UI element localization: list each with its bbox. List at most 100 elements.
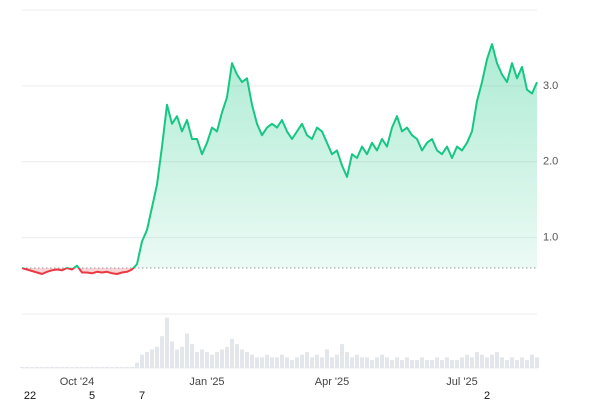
- volume-bar: [520, 357, 524, 368]
- volume-bar: [200, 349, 204, 368]
- volume-bar: [210, 354, 214, 368]
- y-tick-label: 2.0: [543, 156, 558, 168]
- volume-bar: [35, 366, 39, 368]
- volume-bar: [125, 366, 129, 368]
- area-up: [74, 44, 537, 268]
- volume-bar: [190, 344, 194, 368]
- volume-bar: [430, 360, 434, 368]
- volume-bar: [395, 357, 399, 368]
- volume-bar: [185, 333, 189, 368]
- volume-bar: [195, 352, 199, 368]
- volume-bar: [140, 354, 144, 368]
- volume-bar: [225, 346, 229, 368]
- price-line-up: [22, 43, 538, 268]
- volume-bar: [530, 354, 534, 368]
- volume-bar: [310, 357, 314, 368]
- volume-bar: [475, 352, 479, 368]
- volume-bar: [150, 349, 154, 368]
- volume-bar: [385, 357, 389, 368]
- volume-bar: [365, 357, 369, 368]
- volume-bar: [375, 357, 379, 368]
- volume-bar: [515, 360, 519, 368]
- volume-bar: [415, 360, 419, 368]
- volume-bar: [90, 366, 94, 368]
- x-date-label: 5: [89, 390, 95, 401]
- volume-bar: [65, 366, 69, 368]
- volume-bar: [275, 357, 279, 368]
- volume-bar: [315, 354, 319, 368]
- volume-bar: [270, 357, 274, 368]
- price-line-down: [21, 267, 135, 275]
- x-tick-label: Oct '24: [60, 376, 95, 388]
- volume-bar: [165, 317, 169, 368]
- volume-bar: [420, 357, 424, 368]
- volume-bar: [335, 354, 339, 368]
- volume-bar: [60, 366, 64, 368]
- volume-bar: [30, 366, 34, 368]
- x-tick-label: Jan '25: [189, 376, 224, 388]
- volume-bar: [80, 366, 84, 368]
- volume-bar: [380, 354, 384, 368]
- volume-bar: [100, 366, 104, 368]
- x-tick-label: Jul '25: [446, 376, 477, 388]
- volume-bar: [505, 360, 509, 368]
- volume-bar: [300, 354, 304, 368]
- volume-bar: [465, 354, 469, 368]
- volume-bar: [215, 352, 219, 368]
- volume-bar: [350, 357, 354, 368]
- volume-bar: [135, 362, 139, 368]
- y-tick-label: 3.0: [543, 80, 558, 92]
- volume-bar: [110, 366, 114, 368]
- volume-bar: [370, 360, 374, 368]
- volume-bar: [180, 346, 184, 368]
- volume-bar: [500, 357, 504, 368]
- y-tick-label: 1.0: [543, 232, 558, 244]
- volume-bar: [240, 349, 244, 368]
- volume-bar: [305, 352, 309, 368]
- volume-bar: [265, 354, 269, 368]
- volume-bar: [480, 354, 484, 368]
- volume-bar: [105, 366, 109, 368]
- volume-bar: [75, 366, 79, 368]
- volume-bar: [205, 352, 209, 368]
- x-tick-label: Apr '25: [315, 376, 350, 388]
- volume-bar: [70, 366, 74, 368]
- volume-bar: [455, 360, 459, 368]
- volume-bar: [145, 352, 149, 368]
- volume-bar: [45, 366, 49, 368]
- volume-bar: [175, 349, 179, 368]
- volume-bar: [95, 366, 99, 368]
- volume-bar: [330, 357, 334, 368]
- volume-bar: [170, 341, 174, 368]
- x-date-label: 7: [139, 390, 145, 401]
- volume-bar: [390, 360, 394, 368]
- volume-bar: [410, 360, 414, 368]
- volume-bar: [220, 349, 224, 368]
- volume-bar: [495, 352, 499, 368]
- volume-bar: [255, 357, 259, 368]
- x-date-label: 2: [484, 390, 490, 401]
- volume-bar: [120, 366, 124, 368]
- volume-bar: [400, 360, 404, 368]
- volume-bar: [115, 366, 119, 368]
- volume-bar: [25, 366, 29, 368]
- volume-bar: [360, 357, 364, 368]
- volume-bar: [280, 354, 284, 368]
- volume-bar: [245, 352, 249, 368]
- volume-bar: [250, 354, 254, 368]
- volume-bar: [525, 360, 529, 368]
- volume-bar: [425, 360, 429, 368]
- x-date-label: 22: [24, 390, 36, 401]
- volume-bar: [130, 366, 134, 368]
- volume-bar: [355, 354, 359, 368]
- volume-bar: [535, 357, 539, 368]
- volume-bar: [260, 357, 264, 368]
- volume-bar: [445, 357, 449, 368]
- volume-bar: [450, 360, 454, 368]
- volume-bar: [155, 346, 159, 368]
- volume-bar: [235, 344, 239, 368]
- volume-bar: [50, 366, 54, 368]
- volume-bar: [160, 336, 164, 368]
- volume-bar: [490, 354, 494, 368]
